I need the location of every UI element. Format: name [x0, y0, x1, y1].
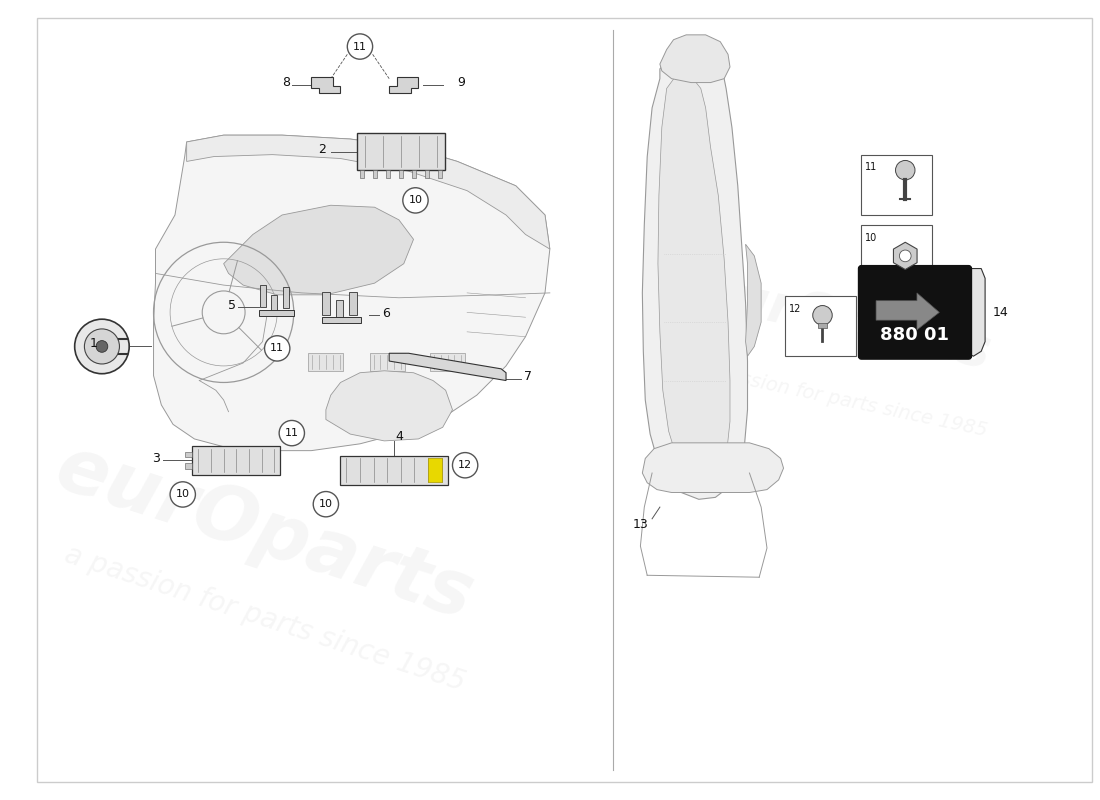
FancyBboxPatch shape	[861, 154, 932, 215]
Polygon shape	[187, 135, 550, 249]
Text: a passion for parts since 1985: a passion for parts since 1985	[697, 360, 989, 440]
Polygon shape	[964, 269, 986, 356]
Text: 10: 10	[866, 233, 878, 242]
Polygon shape	[893, 242, 917, 270]
Polygon shape	[658, 74, 730, 478]
Text: 6: 6	[383, 307, 390, 320]
Bar	[336, 300, 343, 323]
Bar	[411, 170, 416, 178]
Bar	[360, 170, 364, 178]
Bar	[322, 292, 330, 315]
Text: 10: 10	[408, 195, 422, 206]
Circle shape	[314, 491, 339, 517]
Circle shape	[403, 188, 428, 213]
Bar	[430, 354, 465, 370]
Bar	[322, 318, 361, 323]
Bar	[425, 170, 429, 178]
FancyBboxPatch shape	[785, 296, 856, 356]
Polygon shape	[311, 77, 341, 94]
Text: 14: 14	[993, 306, 1009, 319]
Polygon shape	[660, 35, 730, 82]
Polygon shape	[154, 135, 550, 450]
Bar	[185, 463, 192, 469]
Polygon shape	[746, 244, 761, 356]
Circle shape	[264, 336, 290, 361]
Bar	[428, 458, 442, 482]
Text: 9: 9	[458, 76, 465, 89]
Text: 12: 12	[790, 304, 802, 314]
Bar	[260, 285, 265, 306]
Text: 1: 1	[89, 337, 97, 350]
Text: 11: 11	[866, 162, 878, 173]
Text: 10: 10	[319, 499, 333, 509]
FancyBboxPatch shape	[192, 446, 280, 475]
FancyBboxPatch shape	[341, 455, 448, 485]
Polygon shape	[876, 293, 939, 330]
Polygon shape	[223, 206, 414, 295]
Bar	[399, 170, 403, 178]
Circle shape	[170, 482, 196, 507]
Text: eurOparts: eurOparts	[46, 430, 483, 634]
Circle shape	[75, 319, 129, 374]
Circle shape	[279, 421, 305, 446]
Circle shape	[900, 250, 911, 262]
Text: 880 01: 880 01	[880, 326, 949, 344]
Bar	[272, 295, 277, 316]
Bar	[373, 170, 377, 178]
Circle shape	[452, 453, 477, 478]
Polygon shape	[326, 370, 452, 441]
Polygon shape	[642, 50, 748, 499]
Bar	[438, 170, 442, 178]
Polygon shape	[642, 443, 783, 493]
Circle shape	[96, 341, 108, 352]
Text: 3: 3	[153, 452, 161, 465]
Polygon shape	[389, 77, 418, 94]
Text: 10: 10	[176, 490, 189, 499]
Text: 11: 11	[285, 428, 299, 438]
Text: eurOparts: eurOparts	[691, 266, 996, 378]
Circle shape	[348, 34, 373, 59]
Text: 11: 11	[271, 343, 284, 354]
Text: 8: 8	[282, 76, 290, 89]
Bar	[817, 323, 827, 328]
Text: 4: 4	[395, 430, 403, 442]
Polygon shape	[389, 354, 506, 381]
Text: 7: 7	[524, 370, 531, 383]
FancyBboxPatch shape	[861, 225, 932, 285]
FancyBboxPatch shape	[358, 133, 444, 170]
Bar	[283, 287, 289, 309]
Text: 13: 13	[632, 518, 648, 531]
Text: 11: 11	[353, 42, 367, 51]
Circle shape	[895, 161, 915, 180]
Circle shape	[85, 329, 120, 364]
Bar	[370, 354, 405, 370]
Bar	[308, 354, 343, 370]
Bar	[185, 452, 192, 458]
FancyBboxPatch shape	[858, 266, 971, 359]
Bar	[258, 310, 294, 316]
Text: 5: 5	[229, 299, 236, 312]
Circle shape	[813, 306, 833, 325]
Text: a passion for parts since 1985: a passion for parts since 1985	[60, 540, 469, 696]
Text: 2: 2	[318, 143, 326, 156]
Bar	[386, 170, 389, 178]
Bar	[350, 292, 358, 315]
Text: 12: 12	[458, 460, 472, 470]
